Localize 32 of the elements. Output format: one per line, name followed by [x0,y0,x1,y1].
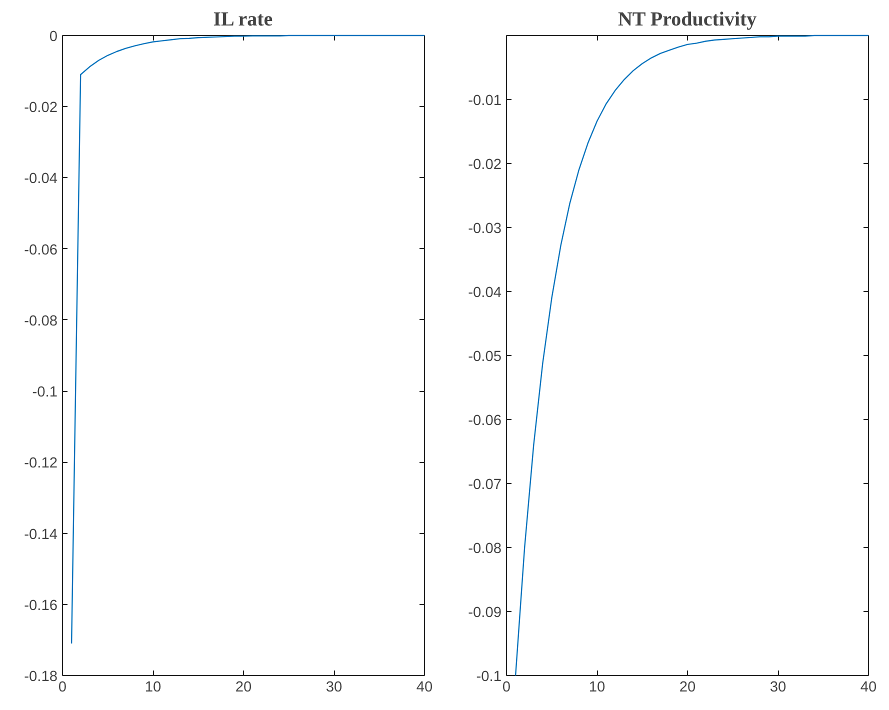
x-tick-label: 10 [588,680,606,696]
chart-title: IL rate [213,8,273,30]
x-tick-label: 20 [235,680,252,696]
x-tick-label: 40 [416,680,433,696]
y-tick-label: -0.07 [468,477,502,493]
y-tick-label: -0.18 [24,669,58,685]
y-tick-label: -0.04 [24,171,58,188]
y-tick-label: 0 [49,29,58,45]
x-tick-label: 10 [144,680,162,696]
x-tick-label: 40 [860,680,877,696]
y-tick-label: -0.06 [24,242,58,258]
y-tick-label: -0.12 [24,456,58,472]
x-tick-label: 20 [679,680,696,696]
y-tick-label: -0.04 [468,285,502,301]
y-tick-label: -0.05 [468,349,502,365]
y-tick-label: -0.1 [32,384,58,401]
y-tick-label: -0.02 [468,157,502,173]
y-tick-label: -0.03 [468,221,502,237]
chart-title: NT Productivity [618,8,757,30]
y-tick-label: -0.16 [24,598,58,614]
y-tick-label: -0.08 [468,541,502,557]
x-tick-label: 30 [770,680,786,696]
y-tick-label: -0.1 [476,669,502,685]
line-series [70,34,426,644]
y-tick-label: -0.09 [468,605,502,621]
y-tick-label: -0.14 [24,526,58,543]
y-tick-label: -0.01 [468,93,502,109]
x-tick-label: 30 [326,680,342,696]
line-series [514,34,870,676]
y-tick-label: -0.06 [468,413,502,429]
y-tick-label: -0.02 [24,100,58,116]
y-tick-label: -0.08 [24,313,58,330]
